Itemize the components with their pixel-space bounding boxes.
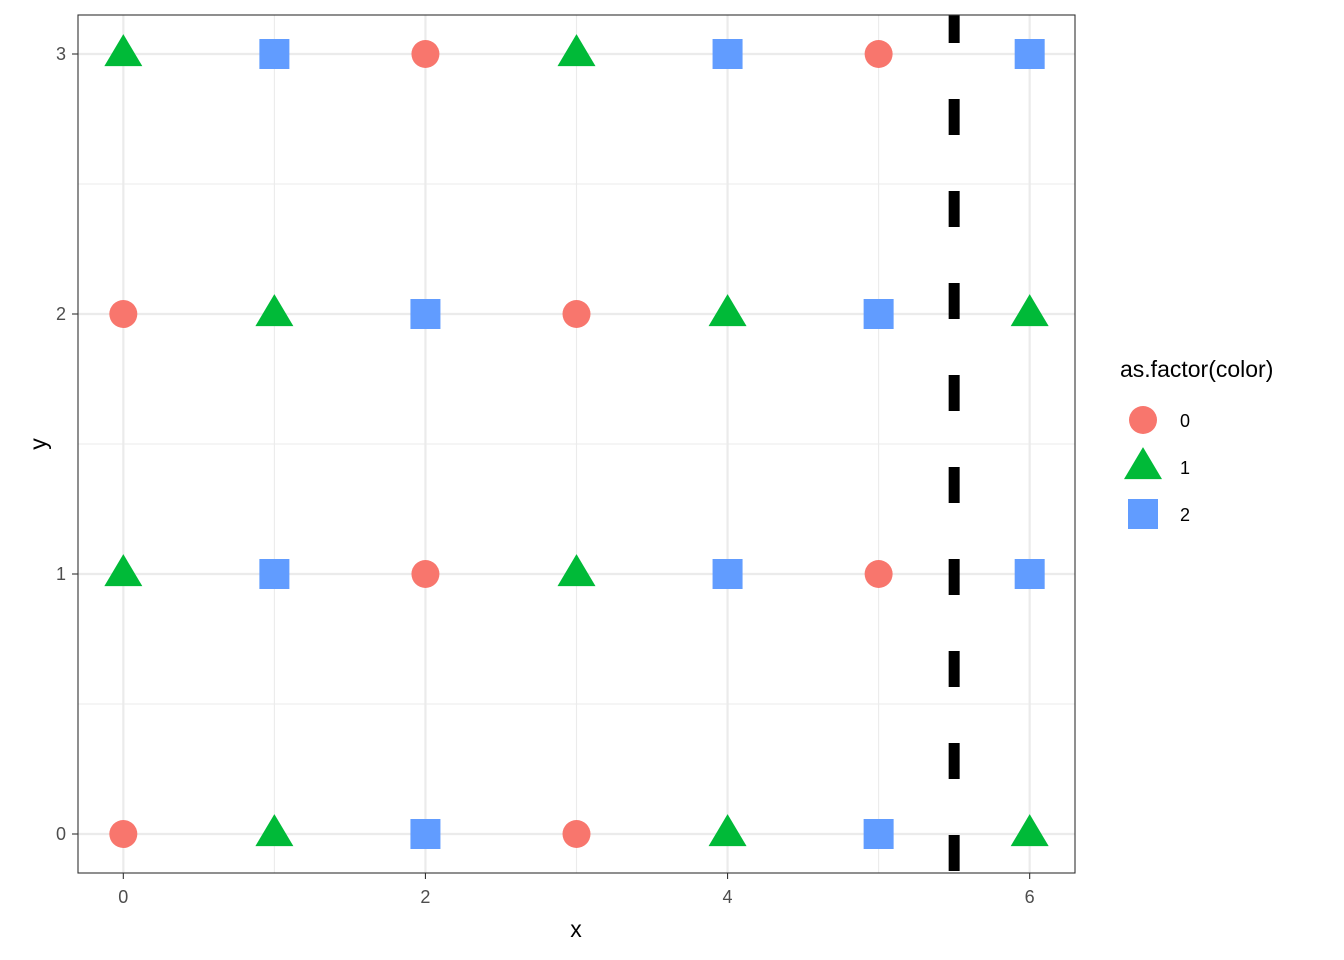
data-point	[109, 300, 138, 328]
data-point	[562, 820, 591, 848]
x-tick-label: 2	[420, 887, 430, 907]
y-axis-title: y	[25, 438, 51, 450]
legend-key-square	[1128, 499, 1158, 529]
legend-label: 1	[1180, 458, 1190, 478]
data-point	[411, 560, 440, 588]
data-point	[410, 819, 441, 849]
legend-key-triangle	[1124, 447, 1162, 480]
x-axis-ticks: 0 2 4 6	[118, 873, 1035, 907]
y-tick-label: 3	[56, 44, 66, 64]
data-point	[863, 819, 894, 849]
data-point	[557, 34, 596, 67]
data-point	[562, 300, 591, 328]
legend-label: 0	[1180, 411, 1190, 431]
data-point	[708, 294, 747, 327]
y-tick-label: 2	[56, 304, 66, 324]
x-tick-label: 6	[1025, 887, 1035, 907]
legend-label: 2	[1180, 505, 1190, 525]
data-point	[712, 39, 743, 69]
data-point	[259, 39, 290, 69]
legend-title: as.factor(color)	[1120, 356, 1273, 382]
legend: as.factor(color) 0 1 2	[1120, 356, 1273, 529]
data-point	[411, 40, 440, 68]
data-point	[1010, 814, 1049, 847]
panel-border	[77, 14, 1076, 874]
y-tick-label: 1	[56, 564, 66, 584]
data-points	[104, 34, 1049, 849]
data-point	[863, 299, 894, 329]
data-point	[259, 559, 290, 589]
data-point	[104, 554, 143, 587]
data-point	[864, 560, 893, 588]
x-tick-label: 0	[118, 887, 128, 907]
data-point	[712, 559, 743, 589]
data-point	[708, 814, 747, 847]
data-point	[1010, 294, 1049, 327]
y-axis-ticks: 0 1 2 3	[56, 44, 78, 844]
data-point	[104, 34, 143, 67]
x-axis-title: x	[570, 916, 582, 942]
data-point	[1014, 39, 1045, 69]
data-point	[410, 299, 441, 329]
x-tick-label: 4	[723, 887, 733, 907]
data-point	[864, 40, 893, 68]
y-tick-label: 0	[56, 824, 66, 844]
data-point	[557, 554, 596, 587]
legend-key-circle	[1129, 406, 1157, 434]
data-point	[109, 820, 138, 848]
data-point	[255, 814, 294, 847]
grid-lines	[78, 15, 1075, 873]
data-point	[255, 294, 294, 327]
data-point	[1014, 559, 1045, 589]
